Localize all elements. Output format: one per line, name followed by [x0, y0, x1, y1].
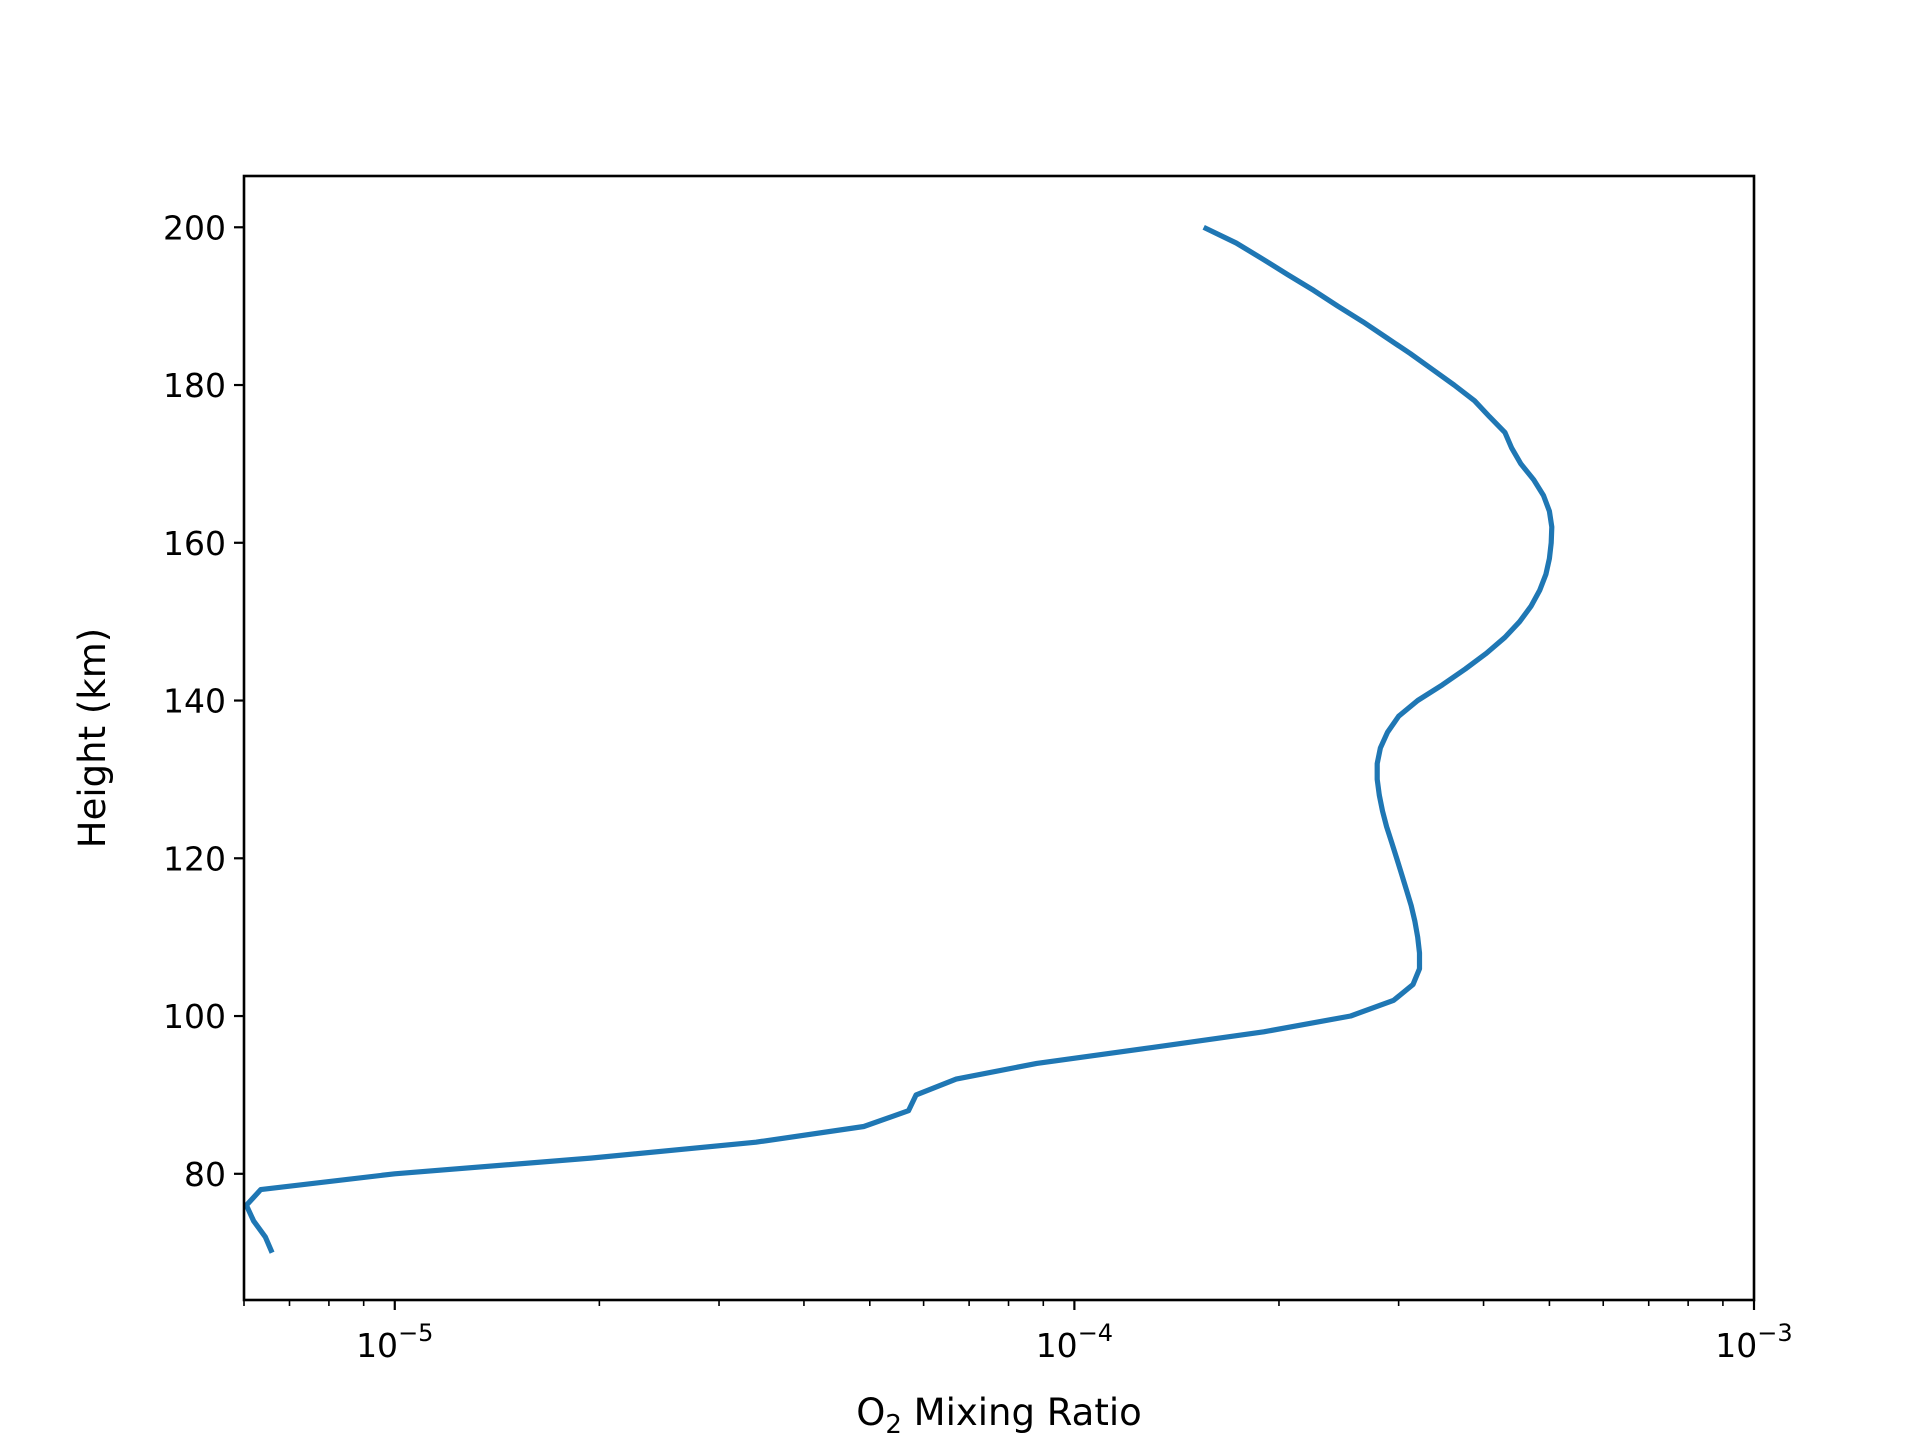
- y-tick-label: 80: [184, 1155, 226, 1194]
- x-axis-label: O2 Mixing Ratio: [856, 1391, 1142, 1440]
- x-axis-label-subscript: 2: [885, 1410, 902, 1440]
- y-tick-label: 100: [163, 997, 226, 1036]
- x-tick-label: 10−3: [1715, 1319, 1792, 1365]
- plot-frame: [242, 174, 1756, 1302]
- line-layer: [243, 224, 1555, 1254]
- x-axis-label-rest: Mixing Ratio: [902, 1391, 1142, 1434]
- x-axis-label-base: O: [856, 1391, 885, 1434]
- x-tick-label-base: 10: [356, 1326, 398, 1365]
- y-tick-label: 120: [163, 839, 226, 878]
- y-tick-label: 160: [163, 524, 226, 563]
- series-line: [243, 224, 1555, 1254]
- y-tick-label: 180: [163, 366, 226, 405]
- x-tick-label-base: 10: [1715, 1326, 1757, 1365]
- y-tick-label: 200: [163, 208, 226, 247]
- y-tick-label: 140: [163, 682, 226, 721]
- x-tick-label-base: 10: [1036, 1326, 1078, 1365]
- x-tick-label: 10−5: [356, 1319, 433, 1365]
- y-axis-label: Height (km): [71, 628, 114, 848]
- x-tick-label: 10−4: [1036, 1319, 1113, 1365]
- x-tick-label-exponent: −4: [1078, 1319, 1113, 1347]
- x-tick-label-exponent: −3: [1757, 1319, 1792, 1347]
- x-tick-label-exponent: −5: [398, 1319, 433, 1347]
